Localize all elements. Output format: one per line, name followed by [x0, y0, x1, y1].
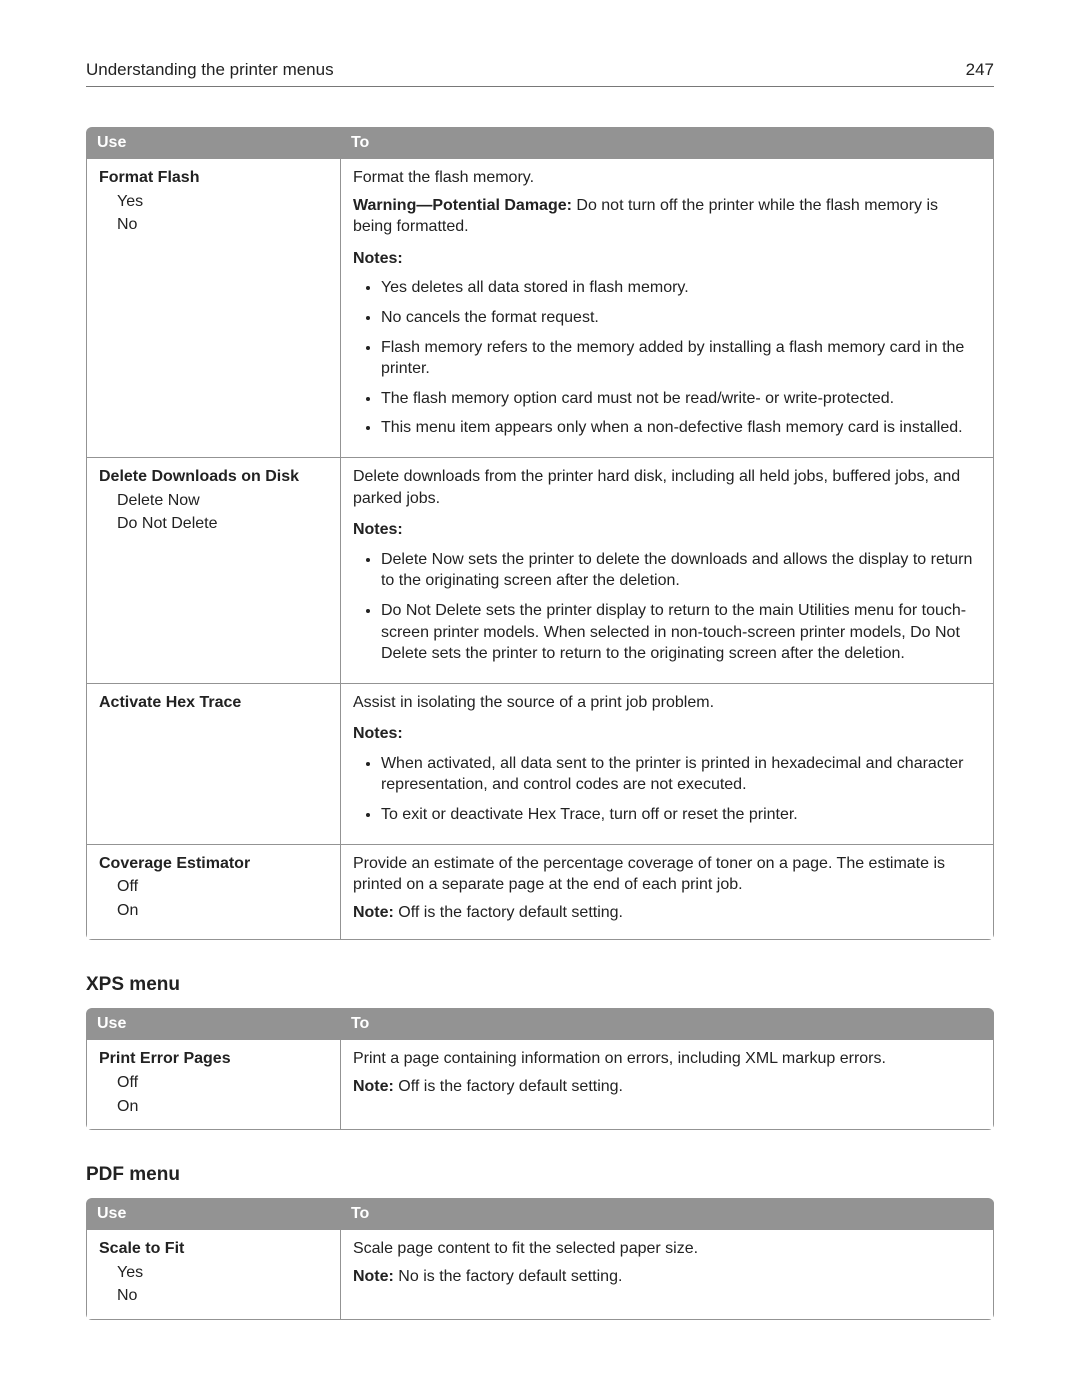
col-to-header: To — [340, 128, 993, 159]
option-value: Yes — [117, 1262, 328, 1284]
note-text: Off is the factory default setting. — [394, 904, 623, 921]
notes-heading: Notes: — [353, 519, 981, 541]
page-number: 247 — [966, 60, 994, 80]
use-cell: Scale to Fit Yes No — [87, 1230, 341, 1320]
description-text: Delete downloads from the printer hard d… — [353, 466, 981, 509]
description-block: Assist in isolating the source of a prin… — [353, 692, 981, 714]
note-item: Delete Now sets the printer to delete th… — [381, 549, 981, 592]
use-cell: Print Error Pages Off On — [87, 1040, 341, 1130]
to-cell: Delete downloads from the printer hard d… — [340, 457, 993, 683]
note-text: No is the factory default setting. — [394, 1268, 623, 1285]
option-label: Scale to Fit — [99, 1238, 328, 1260]
note-line: Note: Off is the factory default setting… — [353, 902, 981, 924]
note-item: Flash memory refers to the memory added … — [381, 337, 981, 380]
page-header: Understanding the printer menus 247 — [86, 60, 994, 87]
use-cell: Delete Downloads on Disk Delete Now Do N… — [87, 457, 341, 683]
col-to-header: To — [340, 1199, 993, 1230]
xps-menu-table-wrap: Use To Print Error Pages Off On Print a … — [86, 1008, 994, 1130]
option-label: Format Flash — [99, 167, 328, 189]
table-row: Scale to Fit Yes No Scale page content t… — [87, 1230, 994, 1320]
xps-menu-table: Use To Print Error Pages Off On Print a … — [86, 1008, 994, 1130]
note-item: The flash memory option card must not be… — [381, 388, 981, 410]
table-row: Coverage Estimator Off On Provide an est… — [87, 844, 994, 940]
notes-heading: Notes: — [353, 723, 981, 745]
option-label: Delete Downloads on Disk — [99, 466, 328, 488]
warning-line: Warning—Potential Damage: Do not turn of… — [353, 195, 981, 238]
option-value: Off — [117, 876, 328, 898]
note-label: Note: — [353, 904, 394, 921]
description-block: Format the flash memory. Warning—Potenti… — [353, 167, 981, 238]
option-value: Off — [117, 1072, 328, 1094]
pdf-menu-table-wrap: Use To Scale to Fit Yes No Scale page co… — [86, 1198, 994, 1320]
note-item: To exit or deactivate Hex Trace, turn of… — [381, 804, 981, 826]
col-to-header: To — [340, 1009, 993, 1040]
to-cell: Print a page containing information on e… — [340, 1040, 993, 1130]
option-label: Print Error Pages — [99, 1048, 328, 1070]
description-block: Print a page containing information on e… — [353, 1048, 981, 1097]
notes-heading: Notes: — [353, 248, 981, 270]
pdf-menu-table: Use To Scale to Fit Yes No Scale page co… — [86, 1198, 994, 1320]
note-line: Note: No is the factory default setting. — [353, 1266, 981, 1288]
note-line: Note: Off is the factory default setting… — [353, 1076, 981, 1098]
description-text: Scale page content to fit the selected p… — [353, 1238, 981, 1260]
option-value: Delete Now — [117, 490, 328, 512]
option-values: Yes No — [117, 1262, 328, 1307]
description-block: Delete downloads from the printer hard d… — [353, 466, 981, 509]
to-cell: Format the flash memory. Warning—Potenti… — [340, 159, 993, 458]
table-header-row: Use To — [87, 128, 994, 159]
description-block: Provide an estimate of the percentage co… — [353, 853, 981, 924]
to-cell: Provide an estimate of the percentage co… — [340, 844, 993, 940]
table-row: Print Error Pages Off On Print a page co… — [87, 1040, 994, 1130]
col-use-header: Use — [87, 128, 341, 159]
pdf-menu-heading: PDF menu — [86, 1164, 994, 1186]
option-values: Delete Now Do Not Delete — [117, 490, 328, 535]
description-text: Format the flash memory. — [353, 167, 981, 189]
table-header-row: Use To — [87, 1009, 994, 1040]
use-cell: Coverage Estimator Off On — [87, 844, 341, 940]
note-text: Off is the factory default setting. — [394, 1078, 623, 1095]
note-item: Yes deletes all data stored in flash mem… — [381, 277, 981, 299]
notes-list: When activated, all data sent to the pri… — [381, 753, 981, 826]
utilities-menu-table-wrap: Use To Format Flash Yes No Format the fl… — [86, 127, 994, 940]
option-values: Yes No — [117, 191, 328, 236]
option-values: Off On — [117, 1072, 328, 1117]
option-value: No — [117, 1285, 328, 1307]
note-label: Note: — [353, 1078, 394, 1095]
note-label: Note: — [353, 1268, 394, 1285]
description-block: Scale page content to fit the selected p… — [353, 1238, 981, 1287]
table-row: Format Flash Yes No Format the flash mem… — [87, 159, 994, 458]
use-cell: Format Flash Yes No — [87, 159, 341, 458]
option-value: On — [117, 1096, 328, 1118]
to-cell: Assist in isolating the source of a prin… — [340, 683, 993, 844]
table-header-row: Use To — [87, 1199, 994, 1230]
col-use-header: Use — [87, 1009, 341, 1040]
option-value: No — [117, 214, 328, 236]
warning-label: Warning—Potential Damage: — [353, 197, 572, 214]
option-values: Off On — [117, 876, 328, 921]
utilities-menu-table: Use To Format Flash Yes No Format the fl… — [86, 127, 994, 940]
option-value: Do Not Delete — [117, 513, 328, 535]
notes-list: Delete Now sets the printer to delete th… — [381, 549, 981, 665]
table-row: Activate Hex Trace Assist in isolating t… — [87, 683, 994, 844]
note-item: This menu item appears only when a non-d… — [381, 417, 981, 439]
option-label: Activate Hex Trace — [99, 692, 328, 714]
option-label: Coverage Estimator — [99, 853, 328, 875]
col-use-header: Use — [87, 1199, 341, 1230]
xps-menu-heading: XPS menu — [86, 974, 994, 996]
notes-list: Yes deletes all data stored in flash mem… — [381, 277, 981, 439]
use-cell: Activate Hex Trace — [87, 683, 341, 844]
to-cell: Scale page content to fit the selected p… — [340, 1230, 993, 1320]
table-row: Delete Downloads on Disk Delete Now Do N… — [87, 457, 994, 683]
description-text: Print a page containing information on e… — [353, 1048, 981, 1070]
header-title: Understanding the printer menus — [86, 60, 334, 80]
note-item: No cancels the format request. — [381, 307, 981, 329]
note-item: Do Not Delete sets the printer display t… — [381, 600, 981, 665]
note-item: When activated, all data sent to the pri… — [381, 753, 981, 796]
option-value: Yes — [117, 191, 328, 213]
description-text: Assist in isolating the source of a prin… — [353, 692, 981, 714]
option-value: On — [117, 900, 328, 922]
description-text: Provide an estimate of the percentage co… — [353, 853, 981, 896]
